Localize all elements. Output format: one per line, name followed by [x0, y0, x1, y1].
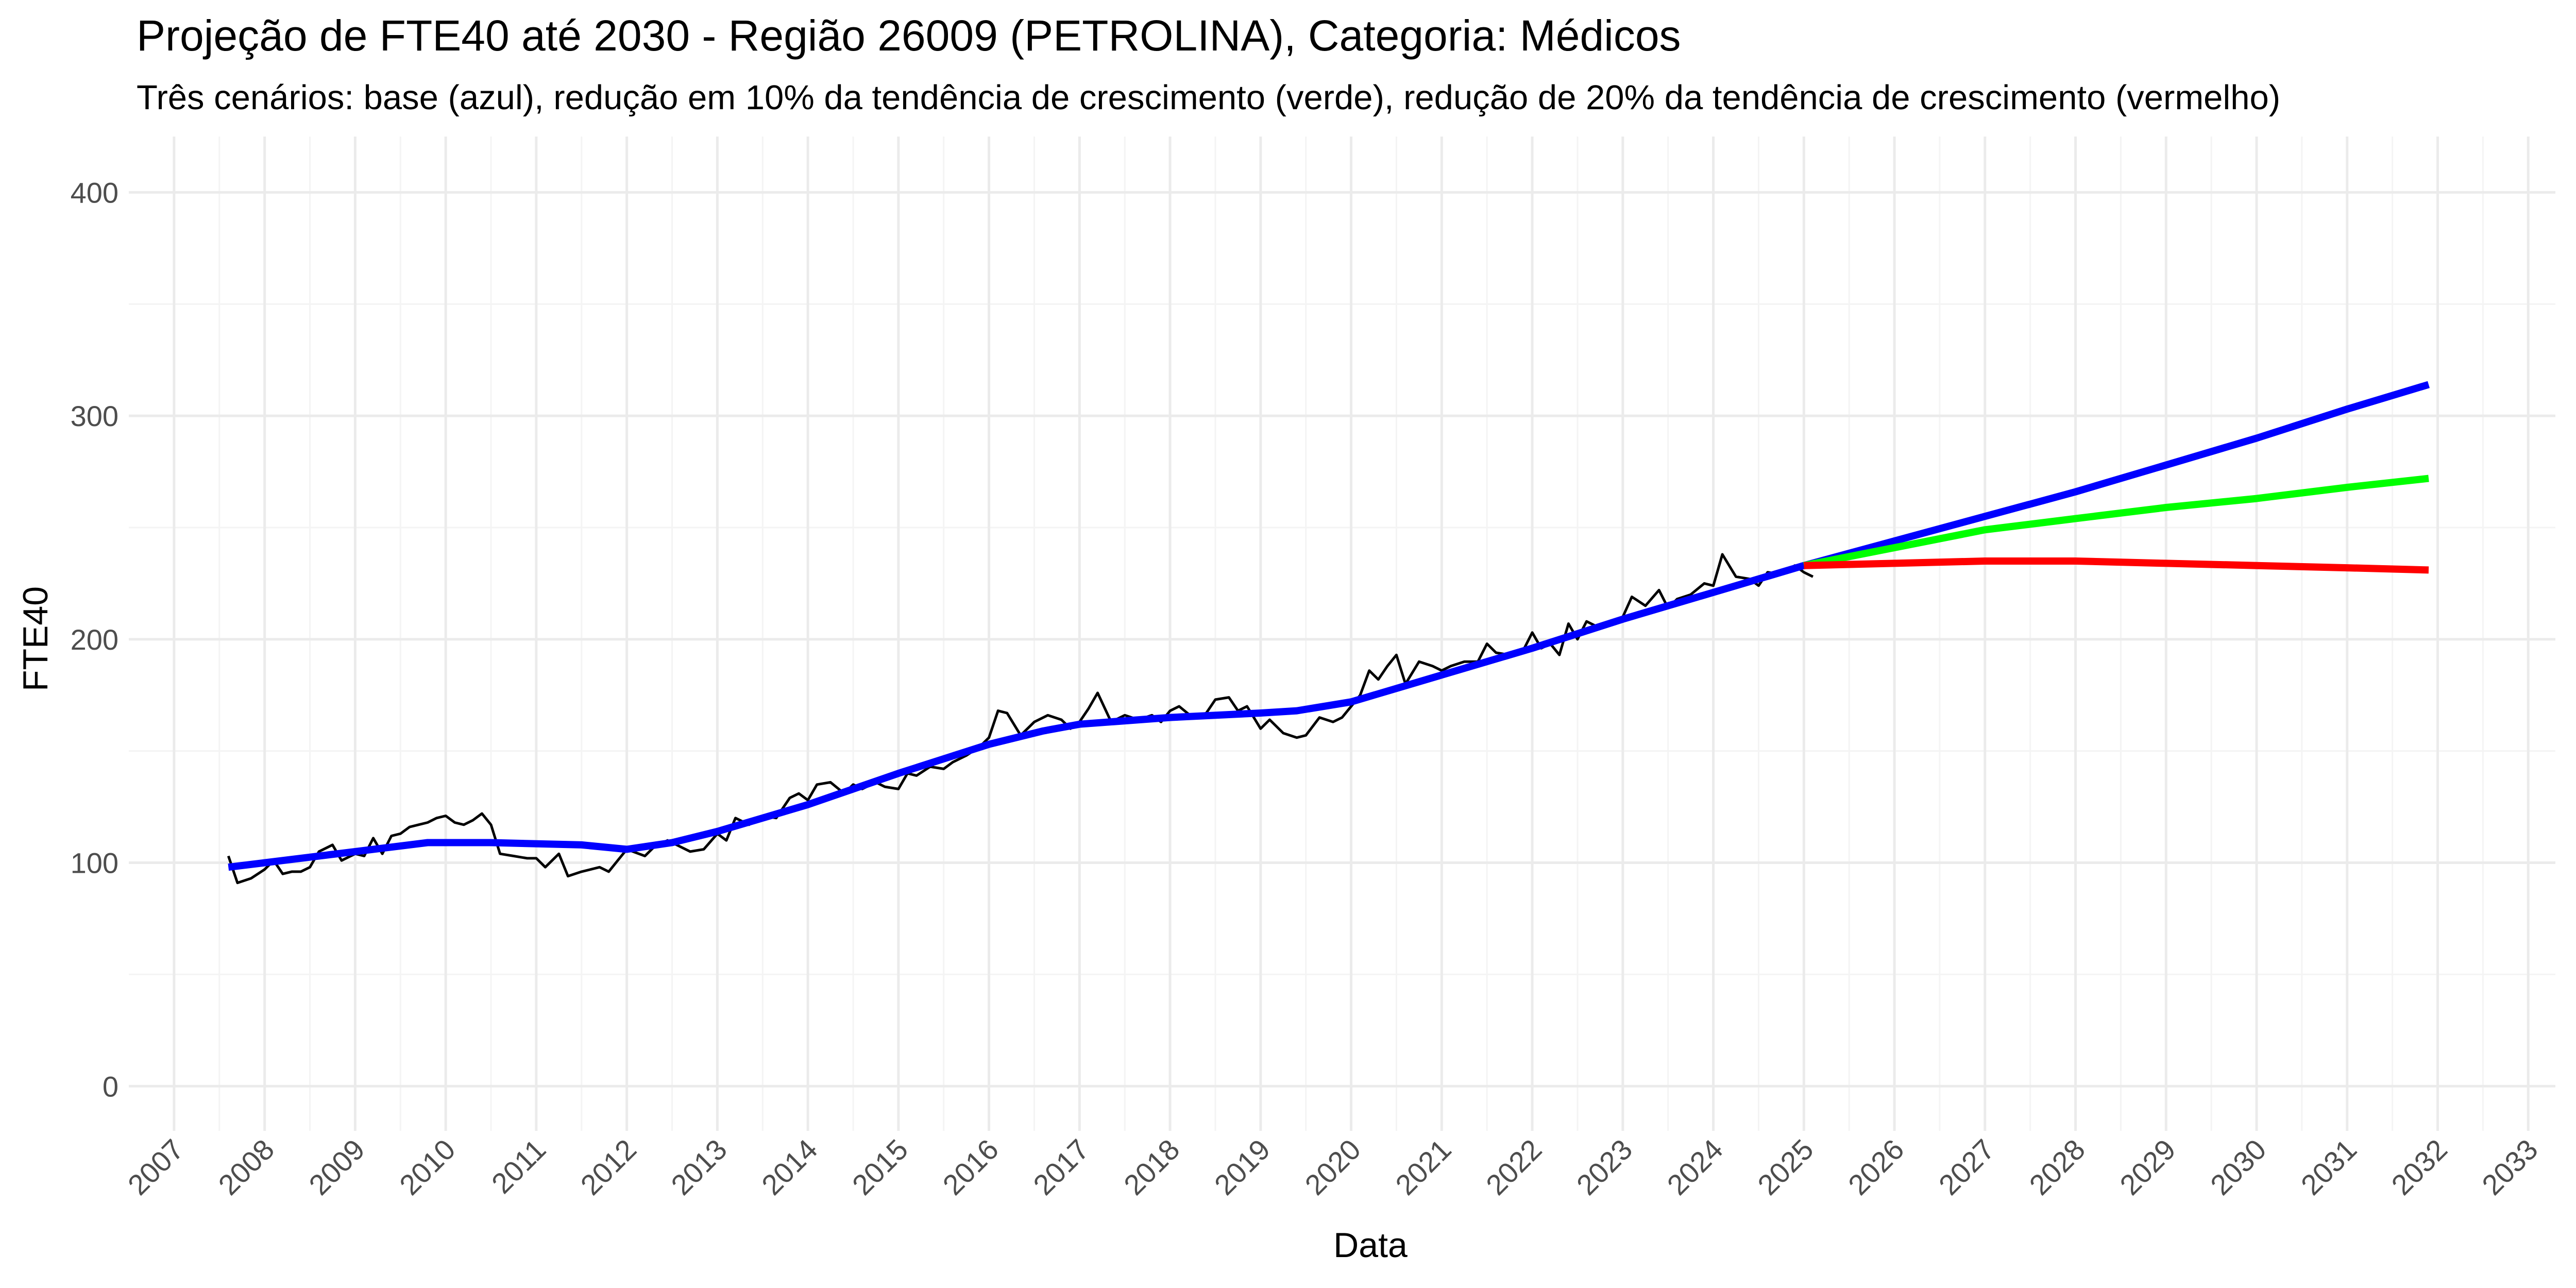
- x-tick-label: 2020: [1298, 1133, 1367, 1201]
- y-axis-title: FTE40: [16, 586, 55, 691]
- x-axis-title: Data: [1333, 1226, 1408, 1265]
- x-tick-label: 2030: [2204, 1133, 2273, 1201]
- x-tick-label: 2019: [1208, 1133, 1277, 1201]
- y-tick-label: 0: [103, 1070, 118, 1103]
- y-tick-label: 400: [71, 176, 118, 209]
- x-tick-label: 2031: [2295, 1133, 2363, 1201]
- x-tick-label: 2010: [393, 1133, 462, 1201]
- x-tick-label: 2027: [1933, 1133, 2001, 1201]
- y-tick-label: 100: [71, 847, 118, 879]
- y-tick-label: 300: [71, 400, 118, 432]
- x-tick-label: 2022: [1480, 1133, 1548, 1201]
- x-tick-label: 2026: [1842, 1133, 1910, 1201]
- x-tick-label: 2018: [1117, 1133, 1186, 1201]
- x-tick-label: 2024: [1660, 1133, 1729, 1201]
- y-axis-ticks: 0 100 200 300 400: [71, 176, 118, 1103]
- projection-series-line: [1804, 557, 2429, 574]
- x-tick-label: 2012: [574, 1133, 642, 1201]
- x-tick-label: 2008: [212, 1133, 280, 1201]
- x-tick-label: 2033: [2476, 1133, 2544, 1201]
- series-layer: [227, 381, 2430, 885]
- major-gridlines: [129, 137, 2555, 1131]
- x-tick-label: 2021: [1389, 1133, 1458, 1201]
- x-tick-label: 2013: [665, 1133, 733, 1201]
- x-tick-label: 2017: [1027, 1133, 1095, 1201]
- x-tick-label: 2025: [1751, 1133, 1820, 1201]
- minor-gridlines: [129, 137, 2555, 1131]
- x-tick-label: 2028: [2023, 1133, 2091, 1201]
- chart-subtitle: Três cenários: base (azul), redução em 1…: [137, 78, 2280, 117]
- x-tick-label: 2032: [2385, 1133, 2453, 1201]
- projection-series-line: [228, 381, 2430, 871]
- x-tick-label: 2007: [122, 1133, 190, 1201]
- y-tick-label: 200: [71, 623, 118, 656]
- x-tick-label: 2029: [2113, 1133, 2182, 1201]
- x-tick-label: 2009: [302, 1133, 371, 1201]
- x-tick-label: 2015: [846, 1133, 914, 1201]
- x-axis-ticks: 2007 2008 2009 2010 2011 2012 2013 2014 2015 2016…: [122, 1133, 2544, 1201]
- x-tick-label: 2011: [485, 1133, 552, 1200]
- x-tick-label: 2023: [1570, 1133, 1639, 1201]
- x-tick-label: 2016: [936, 1133, 1005, 1201]
- observed-series-line: [227, 553, 1814, 885]
- chart-title: Projeção de FTE40 até 2030 - Região 2600…: [137, 11, 1681, 60]
- projection-series-line: [1803, 474, 2429, 569]
- x-tick-label: 2014: [755, 1133, 824, 1201]
